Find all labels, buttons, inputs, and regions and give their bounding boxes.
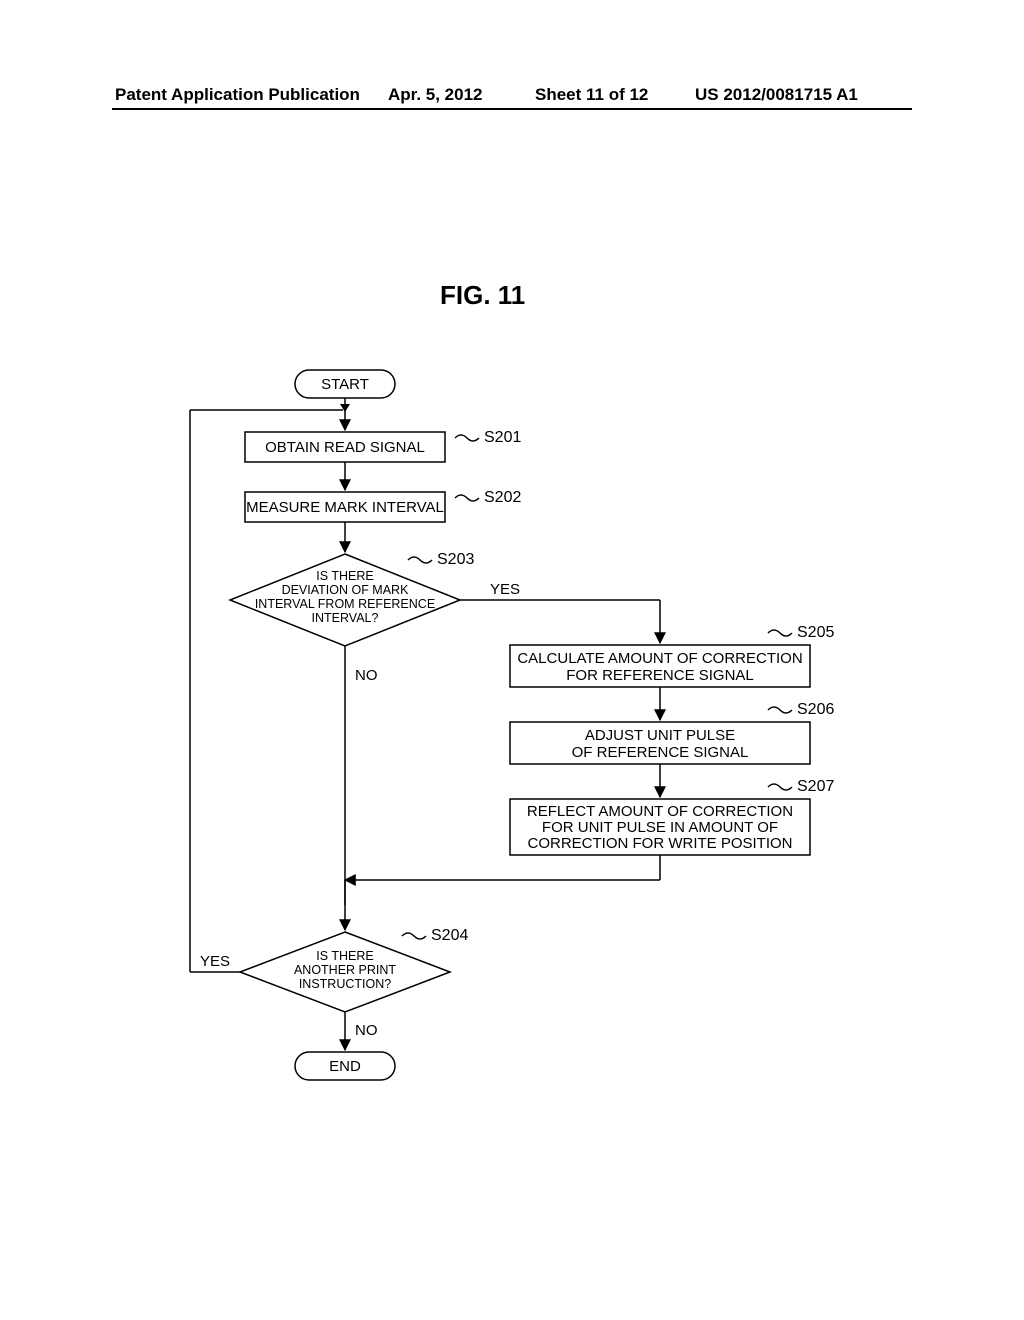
s207-step: S207: [797, 778, 834, 795]
s204-yes: YES: [200, 953, 230, 970]
s205-step: S205: [797, 624, 834, 641]
s204-step: S204: [431, 927, 468, 944]
s205-l2: FOR REFERENCE SIGNAL: [566, 667, 754, 684]
s202-step: S202: [484, 489, 521, 506]
s204-l1: IS THERE: [316, 949, 373, 963]
header-left: Patent Application Publication: [115, 85, 360, 105]
s203-l1: IS THERE: [316, 569, 373, 583]
s203-no: NO: [355, 667, 378, 684]
s203-step: S203: [437, 551, 474, 568]
header-pubno: US 2012/0081715 A1: [695, 85, 858, 105]
s203-l4: INTERVAL?: [312, 611, 379, 625]
flowchart: START OBTAIN READ SIGNAL S201 MEASURE MA…: [170, 350, 880, 1150]
end-label: END: [329, 1058, 361, 1075]
figure-title: FIG. 11: [440, 280, 525, 311]
s203-l3: INTERVAL FROM REFERENCE: [255, 597, 435, 611]
s202-label: MEASURE MARK INTERVAL: [246, 499, 444, 516]
s207-node: REFLECT AMOUNT OF CORRECTION FOR UNIT PU…: [510, 799, 810, 855]
header-date: Apr. 5, 2012: [388, 85, 483, 105]
header-sheet: Sheet 11 of 12: [535, 85, 648, 105]
s205-l1: CALCULATE AMOUNT OF CORRECTION: [517, 650, 802, 667]
s206-step: S206: [797, 701, 834, 718]
s207-l1: REFLECT AMOUNT OF CORRECTION: [527, 803, 793, 820]
header-rule: [112, 108, 912, 110]
s203-node: IS THERE DEVIATION OF MARK INTERVAL FROM…: [230, 554, 460, 646]
end-node: END: [295, 1052, 395, 1080]
s204-no: NO: [355, 1022, 378, 1039]
start-node: START: [295, 370, 395, 398]
s201-step: S201: [484, 429, 521, 446]
s202-node: MEASURE MARK INTERVAL: [245, 492, 445, 522]
s205-node: CALCULATE AMOUNT OF CORRECTION FOR REFER…: [510, 645, 810, 687]
s201-label: OBTAIN READ SIGNAL: [265, 439, 425, 456]
s206-l2: OF REFERENCE SIGNAL: [572, 744, 749, 761]
s204-node: IS THERE ANOTHER PRINT INSTRUCTION?: [240, 932, 450, 1012]
s207-l2: FOR UNIT PULSE IN AMOUNT OF: [542, 819, 778, 836]
s206-l1: ADJUST UNIT PULSE: [585, 727, 735, 744]
s203-yes: YES: [490, 581, 520, 598]
s204-l2: ANOTHER PRINT: [294, 963, 396, 977]
s207-l3: CORRECTION FOR WRITE POSITION: [528, 835, 793, 852]
start-label: START: [321, 376, 369, 393]
s201-node: OBTAIN READ SIGNAL: [245, 432, 445, 462]
s204-l3: INSTRUCTION?: [299, 977, 391, 991]
s206-node: ADJUST UNIT PULSE OF REFERENCE SIGNAL: [510, 722, 810, 764]
s203-l2: DEVIATION OF MARK: [282, 583, 410, 597]
